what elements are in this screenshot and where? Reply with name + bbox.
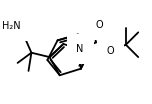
Text: H₂N: H₂N bbox=[2, 21, 21, 31]
Text: N: N bbox=[76, 44, 84, 54]
Text: O: O bbox=[96, 20, 104, 30]
Text: O: O bbox=[107, 46, 114, 56]
